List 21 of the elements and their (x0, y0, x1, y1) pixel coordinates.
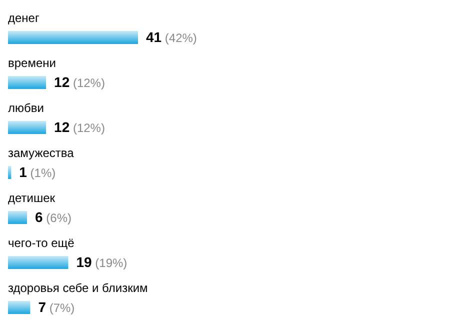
y-tick-label: любви (8, 101, 44, 115)
data-label: 19 (19%) (76, 254, 128, 270)
bar (8, 121, 46, 134)
bar (8, 166, 12, 179)
bar (8, 31, 138, 44)
y-tick-label: денег (8, 11, 40, 25)
y-tick-label: времени (8, 56, 56, 70)
data-label: 1 (1%) (19, 164, 56, 180)
y-tick-label: чего-то ещё (8, 236, 75, 250)
y-tick-label: здоровья себе и близким (8, 281, 148, 295)
y-tick-label: замужества (8, 146, 74, 160)
bar (8, 211, 28, 224)
bar (8, 301, 30, 314)
data-label: 12 (12%) (54, 119, 105, 135)
bar (8, 76, 46, 89)
data-label: 41 (42%) (146, 29, 197, 45)
y-tick-label: детишек (8, 191, 56, 205)
data-label: 12 (12%) (54, 74, 105, 90)
bar (8, 256, 68, 269)
data-label: 6 (6%) (35, 209, 72, 225)
data-label: 7 (7%) (38, 299, 75, 315)
